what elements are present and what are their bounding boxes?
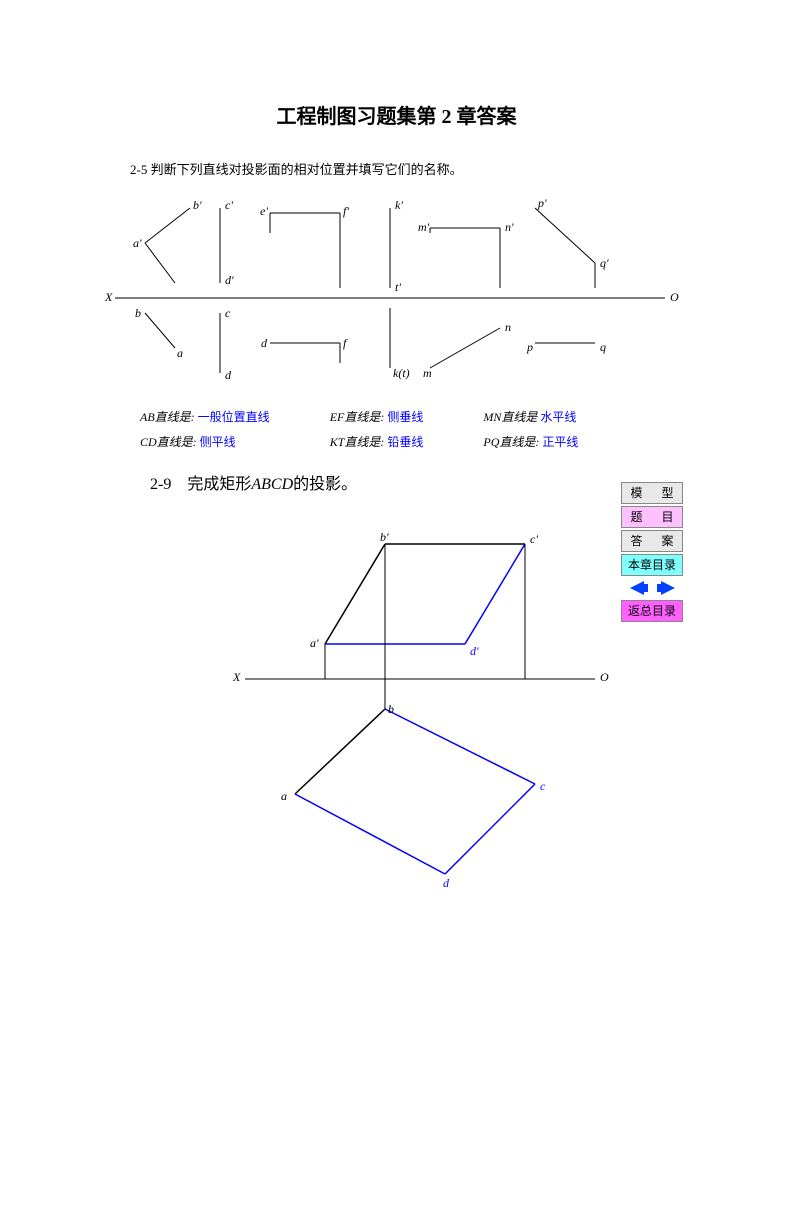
lbl-e-bot: d	[261, 336, 267, 351]
ans-cd-value: 侧平线	[200, 435, 236, 449]
lbl-p-top: p'	[538, 196, 547, 211]
answer-col-2: EF直线是: 侧垂线 KT直线是: 铅垂线	[330, 408, 424, 450]
lbl2-a-bot: a	[281, 789, 287, 804]
ans-pq-label: PQ直线是:	[483, 435, 539, 449]
lbl2-d-top: d'	[470, 644, 479, 659]
problem-1-text: 判断下列直线对投影面的相对位置并填写它们的名称。	[151, 162, 463, 177]
lbl-a-top: a'	[133, 236, 142, 251]
lbl2-a-top: a'	[310, 636, 319, 651]
lbl2-c-top: c'	[530, 532, 538, 547]
answer-col-3: MN直线是 水平线 PQ直线是: 正平线	[483, 408, 578, 450]
page-title: 工程制图习题集第 2 章答案	[0, 100, 793, 129]
ans-ef-value: 侧垂线	[387, 410, 423, 424]
problem-2-number: 2-9	[150, 476, 171, 493]
nav-answer-button[interactable]: 答 案	[621, 530, 683, 552]
lbl2-c-bot: c	[540, 779, 545, 794]
ans-ab-value: 一般位置直线	[198, 410, 270, 424]
nav-arrows	[621, 578, 683, 598]
problem-1-title: 2-5 判断下列直线对投影面的相对位置并填写它们的名称。	[130, 159, 793, 178]
lbl-m-top: m'	[418, 220, 429, 235]
nav-next-icon[interactable]	[661, 581, 675, 595]
axis-x-label-2: X	[233, 670, 240, 685]
lbl-c-bot: c	[225, 306, 230, 321]
lbl-f-bot: f	[343, 336, 346, 351]
lbl-d-top: d'	[225, 273, 234, 288]
axis-o-label-2: O	[600, 670, 609, 685]
ans-pq-value: 正平线	[542, 435, 578, 449]
answer-col-1: AB直线是: 一般位置直线 CD直线是: 侧平线	[140, 408, 270, 450]
ans-cd-label: CD直线是:	[140, 435, 197, 449]
lbl-n-bot: n	[505, 320, 511, 335]
lbl-c-top: c'	[225, 198, 233, 213]
nav-prev-icon[interactable]	[630, 581, 644, 595]
ans-kt-value: 铅垂线	[387, 435, 423, 449]
nav-model-button[interactable]: 模 型	[621, 482, 683, 504]
figure-2-svg	[235, 504, 615, 904]
lbl2-b-bot: b	[388, 702, 394, 717]
lbl2-b-top: b'	[380, 530, 389, 545]
lbl-k-top: k'	[395, 198, 403, 213]
ans-mn-value: 水平线	[540, 410, 576, 424]
lbl-a-bot: a	[177, 346, 183, 361]
lbl-e-top: e'	[260, 204, 268, 219]
figure-1: X O b' a' b a c' d' c d e' f' d f k' t' …	[115, 188, 675, 388]
lbl-kt-bot: k(t)	[393, 366, 410, 381]
lbl-q-top: q'	[600, 256, 609, 271]
figure-2: X O a' b' c' d' a b c d	[235, 504, 615, 904]
nav-main-toc-button[interactable]: 返总目录	[621, 600, 683, 622]
ans-mn-label: MN直线是	[483, 410, 537, 424]
ans-ab-label: AB直线是:	[140, 410, 195, 424]
lbl-n-top: n'	[505, 220, 514, 235]
lbl2-d-bot: d	[443, 876, 449, 891]
ans-kt-label: KT直线是:	[330, 435, 385, 449]
axis-x-label-1: X	[105, 290, 112, 305]
nav-panel: 模 型 题 目 答 案 本章目录 返总目录	[621, 482, 683, 624]
lbl-d-bot: d	[225, 368, 231, 383]
answers-row: AB直线是: 一般位置直线 CD直线是: 侧平线 EF直线是: 侧垂线 KT直线…	[140, 408, 793, 450]
problem-2-title: 2-9 完成矩形ABCD的投影。	[150, 470, 793, 494]
nav-chapter-toc-button[interactable]: 本章目录	[621, 554, 683, 576]
problem-1-number: 2-5	[130, 162, 147, 177]
nav-question-button[interactable]: 题 目	[621, 506, 683, 528]
problem-2-text: 完成矩形ABCD的投影。	[187, 476, 357, 493]
lbl-b-bot: b	[135, 306, 141, 321]
lbl-f-top: f'	[343, 204, 349, 219]
lbl-p-bot: p	[527, 340, 533, 355]
axis-o-label-1: O	[670, 290, 679, 305]
lbl-q-bot: q	[600, 340, 606, 355]
lbl-t-top: t'	[395, 280, 401, 295]
lbl-b-top: b'	[193, 198, 202, 213]
lbl-m-bot: m	[423, 366, 432, 381]
ans-ef-label: EF直线是:	[330, 410, 385, 424]
